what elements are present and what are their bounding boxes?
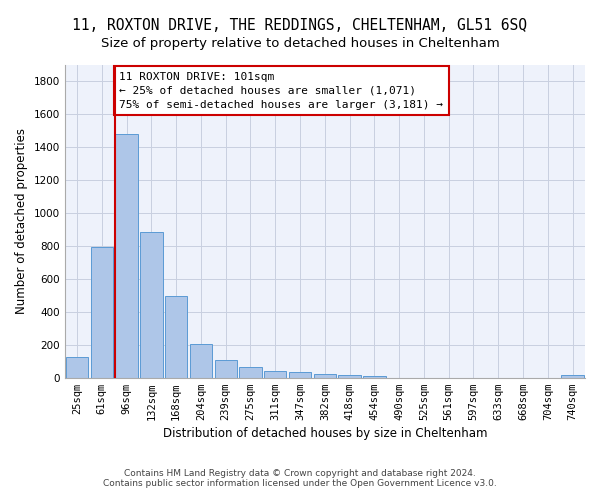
Bar bbox=[264, 372, 286, 378]
Bar bbox=[314, 374, 336, 378]
Bar bbox=[165, 296, 187, 378]
Bar bbox=[115, 134, 138, 378]
X-axis label: Distribution of detached houses by size in Cheltenham: Distribution of detached houses by size … bbox=[163, 427, 487, 440]
Bar bbox=[91, 247, 113, 378]
Bar bbox=[562, 374, 584, 378]
Bar bbox=[363, 376, 386, 378]
Text: Contains HM Land Registry data © Crown copyright and database right 2024.: Contains HM Land Registry data © Crown c… bbox=[124, 468, 476, 477]
Bar bbox=[66, 357, 88, 378]
Bar bbox=[140, 232, 163, 378]
Bar bbox=[215, 360, 237, 378]
Bar bbox=[289, 372, 311, 378]
Bar bbox=[338, 374, 361, 378]
Text: 11, ROXTON DRIVE, THE REDDINGS, CHELTENHAM, GL51 6SQ: 11, ROXTON DRIVE, THE REDDINGS, CHELTENH… bbox=[73, 18, 527, 32]
Text: Contains public sector information licensed under the Open Government Licence v3: Contains public sector information licen… bbox=[103, 478, 497, 488]
Bar bbox=[239, 367, 262, 378]
Text: 11 ROXTON DRIVE: 101sqm
← 25% of detached houses are smaller (1,071)
75% of semi: 11 ROXTON DRIVE: 101sqm ← 25% of detache… bbox=[119, 72, 443, 110]
Bar bbox=[190, 344, 212, 378]
Text: Size of property relative to detached houses in Cheltenham: Size of property relative to detached ho… bbox=[101, 38, 499, 51]
Y-axis label: Number of detached properties: Number of detached properties bbox=[15, 128, 28, 314]
